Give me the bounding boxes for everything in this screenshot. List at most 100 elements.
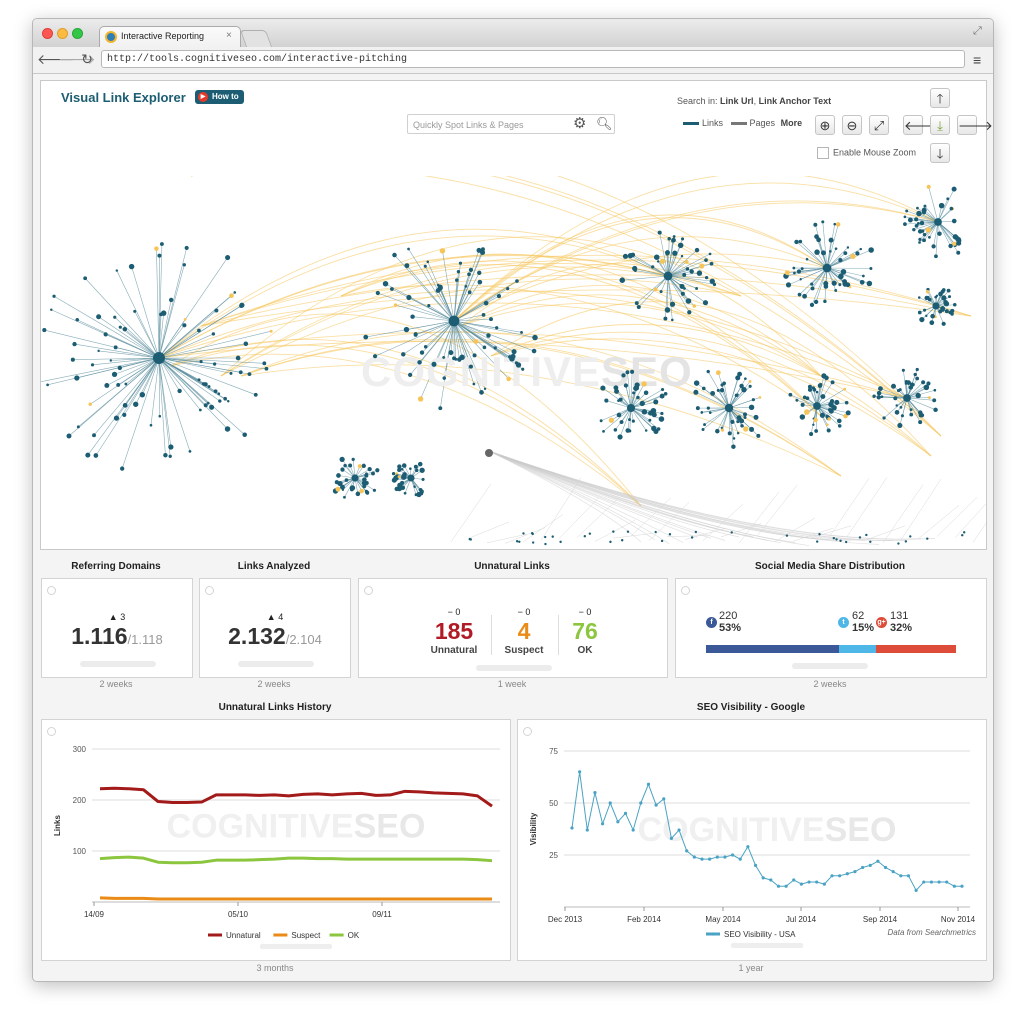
graph-edge: [403, 320, 455, 355]
graph-hub-node: [822, 263, 832, 273]
graph-node: [197, 328, 201, 333]
reload-icon[interactable]: ↻: [81, 51, 93, 67]
graph-node: [704, 275, 709, 280]
graph-node: [217, 392, 221, 396]
zoom-out-icon[interactable]: ⊖: [842, 115, 862, 135]
minimize-window-button[interactable]: [57, 28, 68, 39]
graph-edge: [240, 338, 842, 477]
pin-icon[interactable]: [47, 586, 56, 595]
legend-more-link[interactable]: More: [780, 118, 803, 128]
graph-node: [813, 299, 819, 305]
graph-node: [515, 540, 519, 543]
graph-node: [917, 310, 922, 315]
data-point: [776, 884, 781, 888]
maximize-window-button[interactable]: [72, 28, 83, 39]
close-tab-icon[interactable]: ×: [226, 30, 232, 41]
graph-edge: [425, 266, 455, 322]
graph-node: [858, 536, 862, 539]
pan-left-icon[interactable]: 🡐: [903, 115, 939, 135]
pin-icon[interactable]: [364, 586, 373, 595]
graph-node: [944, 309, 949, 314]
blurred-label: [476, 665, 552, 671]
graph-node: [464, 284, 468, 288]
graph-node: [827, 417, 831, 421]
graph-node: [821, 220, 825, 224]
back-arrow-icon[interactable]: 🡐: [37, 51, 75, 67]
new-tab-button[interactable]: [239, 30, 273, 47]
graph-node: [639, 400, 645, 407]
pan-down-icon[interactable]: 🡓: [930, 143, 950, 163]
graph-node: [83, 276, 88, 281]
search-icon[interactable]: 🔍︎: [596, 116, 613, 131]
graph-edge: [406, 320, 455, 330]
graph-node: [269, 329, 273, 333]
graph-edge: [937, 221, 951, 247]
address-bar[interactable]: http://tools.cognitiveseo.com/interactiv…: [101, 50, 965, 68]
graph-node: [417, 396, 424, 402]
pan-right-icon[interactable]: 🡒: [957, 115, 993, 135]
search-in-anchor-text[interactable]: Link Anchor Text: [758, 96, 832, 106]
graph-edge: [667, 275, 669, 310]
pin-icon[interactable]: [205, 586, 214, 595]
graph-node: [128, 263, 135, 270]
data-point: [952, 884, 956, 888]
browser-tab[interactable]: Interactive Reporting ×: [99, 26, 241, 48]
graph-node: [636, 395, 640, 400]
graph-node: [124, 382, 128, 386]
graph-nodes: [42, 184, 966, 546]
graph-node: [701, 386, 706, 391]
graph-node: [227, 400, 230, 403]
graph-edge: [158, 228, 669, 359]
download-icon[interactable]: ⤓: [930, 115, 950, 135]
mouse-zoom-checkbox[interactable]: [817, 147, 829, 159]
graph-edge: [468, 521, 510, 539]
graph-node: [916, 210, 922, 217]
graph-node: [357, 464, 362, 469]
graph-edge: [799, 267, 828, 295]
link-graph-canvas[interactable]: COGNITIVESEO: [41, 176, 986, 548]
quick-spot-search-input[interactable]: Quickly Spot Links & Pages: [407, 114, 615, 134]
graph-node: [814, 249, 820, 255]
graph-node: [928, 235, 931, 239]
graph-node: [792, 266, 796, 270]
graph-node: [632, 391, 636, 395]
y-axis-label: Links: [53, 815, 62, 836]
graph-edge: [453, 320, 463, 358]
suspect-label: Suspect: [504, 645, 544, 656]
graph-node: [392, 252, 397, 258]
links-analyzed-title: Links Analyzed: [237, 561, 311, 572]
pin-icon[interactable]: [523, 727, 532, 736]
how-to-button[interactable]: ▶ How to: [195, 90, 244, 104]
gear-icon[interactable]: ⚙: [573, 115, 587, 132]
pan-up-icon[interactable]: 🡑: [930, 88, 950, 108]
graph-edge: [906, 397, 921, 423]
pin-icon[interactable]: [681, 586, 690, 595]
data-point: [654, 803, 658, 807]
chart-watermark: COGNITIVESEO: [638, 811, 897, 849]
graph-node: [739, 418, 745, 424]
forward-arrow-icon[interactable]: 🡒: [58, 51, 96, 67]
fit-screen-icon[interactable]: ⤢: [869, 115, 889, 135]
menu-icon[interactable]: ≡: [973, 52, 982, 68]
graph-edge: [900, 478, 942, 541]
graph-edge: [728, 378, 746, 409]
fullscreen-icon[interactable]: ⤢: [973, 25, 982, 37]
data-point: [677, 828, 681, 832]
links-analyzed-previous: /2.104: [285, 632, 322, 647]
graph-node: [438, 406, 443, 411]
pin-icon[interactable]: [47, 727, 56, 736]
mouse-zoom-toggle[interactable]: Enable Mouse Zoom: [817, 147, 916, 159]
facebook-icon: f: [706, 617, 717, 628]
graph-node: [832, 536, 836, 540]
graph-edge: [395, 304, 455, 322]
close-window-button[interactable]: [42, 28, 53, 39]
seo-visibility-chart[interactable]: COGNITIVESEO 25 50 75 Dec 2013 Feb 2014 May 20…: [518, 720, 986, 960]
unnatural-history-chart[interactable]: COGNITIVESEO 100 200 300 14/09 05/10 09/11 Link…: [42, 720, 510, 960]
graph-node: [408, 372, 413, 378]
graph-edge: [816, 405, 840, 422]
zoom-in-icon[interactable]: ⊕: [815, 115, 835, 135]
graph-node: [906, 380, 911, 385]
graph-node: [372, 354, 378, 359]
search-in-link-url[interactable]: Link Url: [720, 96, 754, 106]
graph-edge: [703, 388, 730, 409]
